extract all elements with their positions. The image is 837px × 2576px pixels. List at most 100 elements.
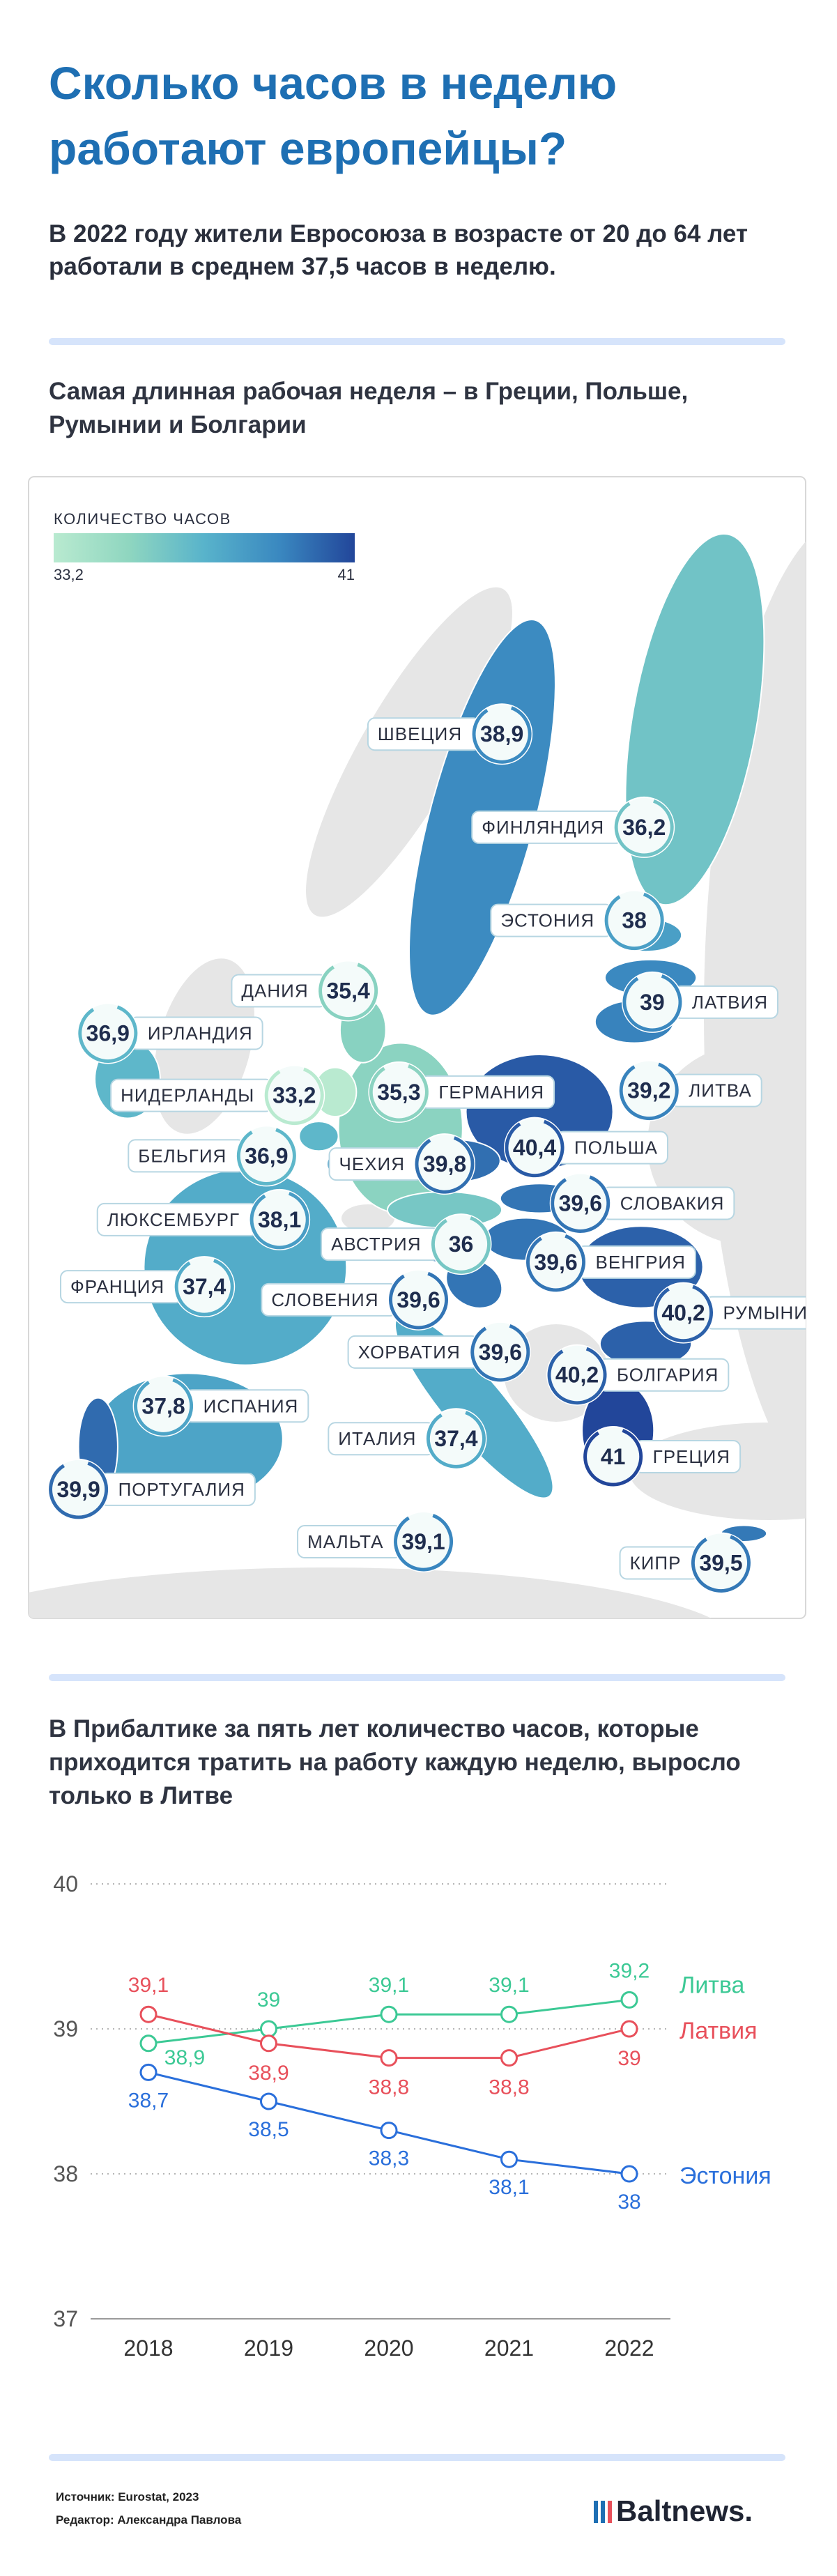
legend-label: Эстония [679,2163,771,2189]
country-marker: БЕЛЬГИЯ 36,9 [128,1125,298,1187]
value-label: 39 [257,1988,280,2011]
legend-title: КОЛИЧЕСТВО ЧАСОВ [54,510,231,528]
country-bubble [504,1117,566,1179]
country-marker: ФРАНЦИЯ 37,4 [60,1256,236,1318]
country-name: ЭСТОНИЯ [500,910,594,931]
country-value: 40,4 [513,1135,556,1160]
country-ring [470,1322,530,1382]
country-name: КИПР [630,1552,682,1573]
country-ring [264,1066,324,1126]
point [620,2165,638,2183]
country-value: 36,2 [622,815,666,840]
country-ring [249,1190,309,1250]
country-name: МАЛЬТА [307,1531,383,1552]
country-name: БЕЛЬГИЯ [138,1145,226,1166]
value-label: 39 [617,2047,640,2070]
country-value: 40,2 [661,1301,705,1326]
country-ring [654,1283,714,1343]
country-bubble [263,1064,325,1126]
title: Сколько часов в неделю работают европейц… [49,57,617,174]
country-value: 39,8 [423,1151,466,1176]
y-tick-label: 40 [53,1871,78,1896]
source: Источник: Eurostat, 2023 [56,2490,199,2504]
legend-label: Латвия [679,2018,758,2044]
value-label: 38,9 [248,2062,289,2085]
country-ring [174,1257,234,1317]
country-bubble [582,1426,644,1488]
country-marker: ФИНЛЯНДИЯ 36,2 [471,796,675,858]
country-marker: ЭСТОНИЯ 38 [490,889,666,951]
value-label: 39,1 [369,1974,409,1997]
country-value: 39,6 [397,1287,440,1312]
country-name: ИТАЛИЯ [338,1428,416,1449]
x-tick-label: 2021 [484,2336,534,2361]
country-marker: ЛАТВИЯ 39 [621,971,778,1033]
point [260,2020,277,2038]
country-name: ГЕРМАНИЯ [438,1082,544,1103]
country-bubble [317,960,379,1022]
country-name: ИСПАНИЯ [204,1395,299,1416]
country-value: 37,4 [434,1426,477,1451]
y-tick-label: 38 [53,2161,78,2186]
country-value: 39,9 [56,1477,100,1502]
value-label: 39,2 [609,1959,650,1982]
country-value: 35,4 [326,978,369,1003]
map-heading: Самая длинная рабочая неделя – в Греции,… [49,378,689,438]
point [260,2034,277,2053]
country-name: ИРЛАНДИЯ [148,1022,253,1043]
country-marker: ГЕРМАНИЯ 35,3 [368,1061,555,1123]
value-label: 38,7 [128,2089,169,2112]
country-bubble [525,1231,587,1293]
country-bubble [546,1344,608,1406]
point [500,2150,518,2168]
country-value: 39,5 [699,1550,742,1575]
country-value: 41 [601,1444,626,1469]
country-bubble [414,1133,476,1195]
country-ring [691,1533,751,1593]
country-ring [551,1173,611,1233]
country-value: 39,6 [559,1190,602,1216]
country-ring [415,1134,475,1194]
country-ring [369,1062,429,1122]
country-name: ХОРВАТИЯ [358,1342,461,1363]
value-label: 39,1 [128,1974,169,1997]
country-bubble [174,1256,236,1318]
value-label: 38,8 [489,2076,529,2099]
country-ring [619,1061,679,1121]
country-ring [547,1345,607,1405]
country-marker: ИРЛАНДИЯ 36,9 [77,1002,263,1064]
chart-heading: В Прибалтике за пять лет количество часо… [49,1715,741,1809]
country-name: ПОЛЬША [574,1137,658,1158]
country-bubble [621,971,683,1033]
country-name: ЛИТВА [689,1080,751,1101]
country-marker: ИТАЛИЯ 37,4 [328,1408,487,1470]
country-marker: ШВЕЦИЯ 38,9 [367,703,533,765]
country-bubble [236,1125,298,1187]
country-value: 39,2 [627,1078,670,1103]
country-name: ФИНЛЯНДИЯ [482,817,604,838]
point [139,2005,158,2023]
point [380,2049,398,2067]
country-bubble [471,703,533,765]
country-value: 40,2 [555,1363,599,1388]
country-name: ЛЮКСЕМБУРГ [107,1209,240,1230]
country-name: ШВЕЦИЯ [378,723,462,744]
country-value: 39 [640,990,665,1015]
country-name: АВСТРИЯ [331,1234,421,1255]
country-bubble [652,1282,714,1344]
y-tick-label: 39 [53,2016,78,2041]
point [500,2049,518,2067]
x-tick-label: 2022 [604,2336,654,2361]
legend-min: 33,2 [54,566,84,583]
value-label: 38,3 [369,2147,409,2170]
country-ring [472,704,532,764]
country-marker: НИДЕРЛАНДЫ 33,2 [110,1064,325,1126]
country-ring [389,1270,448,1330]
country-marker: ЧЕХИЯ 39,8 [328,1133,476,1195]
country-value: 39,6 [534,1250,577,1275]
country-marker: ВЕНГРИЯ 39,6 [525,1231,696,1293]
country-ring [583,1427,643,1487]
country-ring [622,972,682,1032]
country-bubble [613,796,675,858]
